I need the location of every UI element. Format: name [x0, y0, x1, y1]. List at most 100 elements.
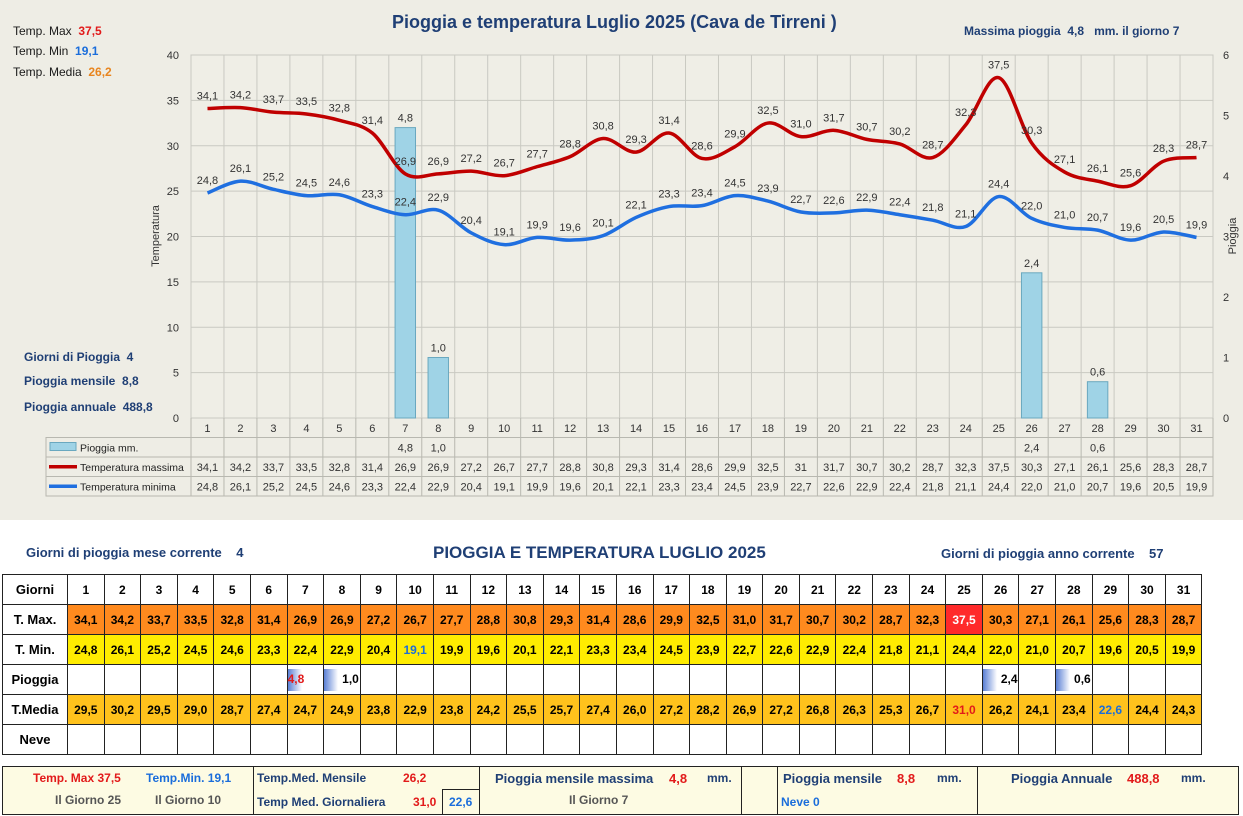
cell-tmed: 24,9 — [323, 694, 361, 725]
x-tick-label: 17 — [729, 423, 741, 435]
table-cell: 27,7 — [526, 462, 547, 474]
tmin-point-label: 22,0 — [1021, 200, 1042, 212]
cell-tmed: 24,1 — [1018, 694, 1057, 725]
tmax-point-label: 32,3 — [955, 107, 976, 119]
table-cell: 24,5 — [296, 482, 317, 494]
cell-snow — [103, 724, 142, 755]
table-cell: 19,6 — [559, 482, 580, 494]
cell-day: 14 — [542, 574, 581, 605]
cell-tmin: 22,7 — [725, 634, 764, 665]
footer-tmed-month-value: 26,2 — [403, 771, 427, 785]
cell-tmin: 19,6 — [1091, 634, 1130, 665]
table-cell: 22,9 — [856, 482, 877, 494]
rain-bar-label: 2,4 — [1024, 258, 1039, 270]
stat-tmin: Temp. Min 19,1 — [13, 44, 98, 58]
y2-tick-label: 3 — [1223, 232, 1229, 244]
cell-day: 17 — [652, 574, 691, 605]
cell-tmax: 31,4 — [249, 604, 288, 635]
table-cell: 30,8 — [592, 462, 613, 474]
tmax-point-label: 28,6 — [691, 140, 712, 152]
table-cell: 34,1 — [197, 462, 218, 474]
cell-tmin: 26,1 — [103, 634, 142, 665]
max-rain-label: Massima pioggia — [964, 24, 1061, 38]
month-rain-value: 4 — [236, 545, 244, 560]
tmin-point-label: 21,0 — [1054, 209, 1075, 221]
cell-tmax: 28,7 — [872, 604, 910, 635]
x-tick-label: 15 — [663, 423, 675, 435]
tmin-point-label: 22,9 — [428, 192, 449, 204]
cell-tmax: 30,7 — [798, 604, 837, 635]
cell-rain — [176, 664, 215, 695]
row-header-snow: Neve — [2, 724, 68, 755]
footer-tmed-daily-max: 31,0 — [413, 795, 437, 809]
data-table: Giorni 1 2 3 4 5 6 7 8 9 10 11 12 13 14 15 16 17 18 19 20 21 2… — [2, 574, 1203, 755]
tmax-point-label: 25,6 — [1120, 168, 1141, 180]
max-rain-value: 4,8 — [1067, 24, 1085, 38]
y-tick-label: 5 — [173, 368, 179, 380]
tmax-line — [207, 75, 1197, 189]
cell-snow — [1091, 724, 1130, 755]
table-cell: 22,0 — [1021, 482, 1042, 494]
cell-day: 30 — [1128, 574, 1166, 605]
month-rain-days: Giorni di pioggia mese corrente 4 — [26, 545, 243, 560]
cell-tmin: 23,4 — [615, 634, 654, 665]
tmax-point-label: 29,9 — [724, 129, 745, 141]
cell-tmin: 21,0 — [1018, 634, 1057, 665]
cell-tmed: 29,5 — [67, 694, 105, 725]
y-tick-label: 25 — [167, 186, 179, 198]
cell-tmed: 29,0 — [176, 694, 215, 725]
year-rain-label: Giorni di pioggia anno corrente — [941, 546, 1135, 561]
cell-snow — [432, 724, 471, 755]
x-tick-label: 5 — [336, 423, 342, 435]
stat-tmed-label: Temp. Media — [13, 65, 82, 79]
rain-days-value: 4 — [126, 350, 134, 364]
cell-day: 19 — [725, 574, 764, 605]
table-cell: 28,7 — [922, 462, 943, 474]
table-cell: 19,9 — [1186, 482, 1207, 494]
cell-tmin: 24,8 — [67, 634, 105, 665]
y2-tick-label: 1 — [1223, 353, 1229, 365]
footer-tmed-month-label: Temp.Med. Mensile — [257, 771, 367, 785]
cell-tmin: 19,9 — [1164, 634, 1203, 665]
cell-rain — [396, 664, 434, 695]
legend-label: Temperatura minima — [80, 482, 176, 494]
cell-day: 28 — [1055, 574, 1093, 605]
table-cell: 4,8 — [398, 443, 413, 455]
footer-snow-value: 0 — [813, 795, 820, 809]
cell-tmax: 27,1 — [1018, 604, 1057, 635]
table-cell: 22,1 — [625, 482, 646, 494]
rain-indicator — [982, 668, 997, 691]
chart-title: Pioggia e temperatura Luglio 2025 (Cava … — [392, 12, 837, 32]
tmin-point-label: 21,8 — [922, 202, 943, 214]
y2-tick-label: 4 — [1223, 171, 1229, 183]
footer-snow: Neve 0 — [781, 795, 820, 809]
table-cell: 28,8 — [559, 462, 580, 474]
cell-rain — [798, 664, 837, 695]
tmax-point-label: 28,3 — [1153, 143, 1174, 155]
table-cell: 19,6 — [1120, 482, 1141, 494]
cell-tmed: 24,7 — [286, 694, 325, 725]
table-cell: 29,3 — [625, 462, 646, 474]
rain-value: 4,8 — [287, 671, 305, 686]
x-tick-label: 1 — [204, 423, 210, 435]
footer-rainmonth-unit: mm. — [937, 771, 962, 785]
table-cell: 20,5 — [1153, 482, 1174, 494]
cell-day: 21 — [798, 574, 837, 605]
cell-tmax: 29,3 — [542, 604, 581, 635]
rain-value: 0,6 — [1074, 671, 1091, 686]
table-cell: 24,8 — [197, 482, 218, 494]
x-tick-label: 8 — [435, 423, 441, 435]
cell-day: 13 — [506, 574, 544, 605]
cell-day: 10 — [396, 574, 434, 605]
cell-rain — [579, 664, 617, 695]
cell-tmed: 24,2 — [469, 694, 508, 725]
cell-tmax: 30,2 — [835, 604, 874, 635]
table-cell: 30,2 — [889, 462, 910, 474]
cell-tmed: 25,5 — [506, 694, 544, 725]
cell-snow — [1164, 724, 1203, 755]
table-cell: 31,4 — [362, 462, 383, 474]
rain-indicator — [1056, 668, 1071, 691]
cell-snow — [140, 724, 178, 755]
cell-rain — [1018, 664, 1057, 695]
footer-summary: Temp. Max 37,5 Temp.Min. 19,1 Il Giorno … — [2, 766, 1239, 815]
